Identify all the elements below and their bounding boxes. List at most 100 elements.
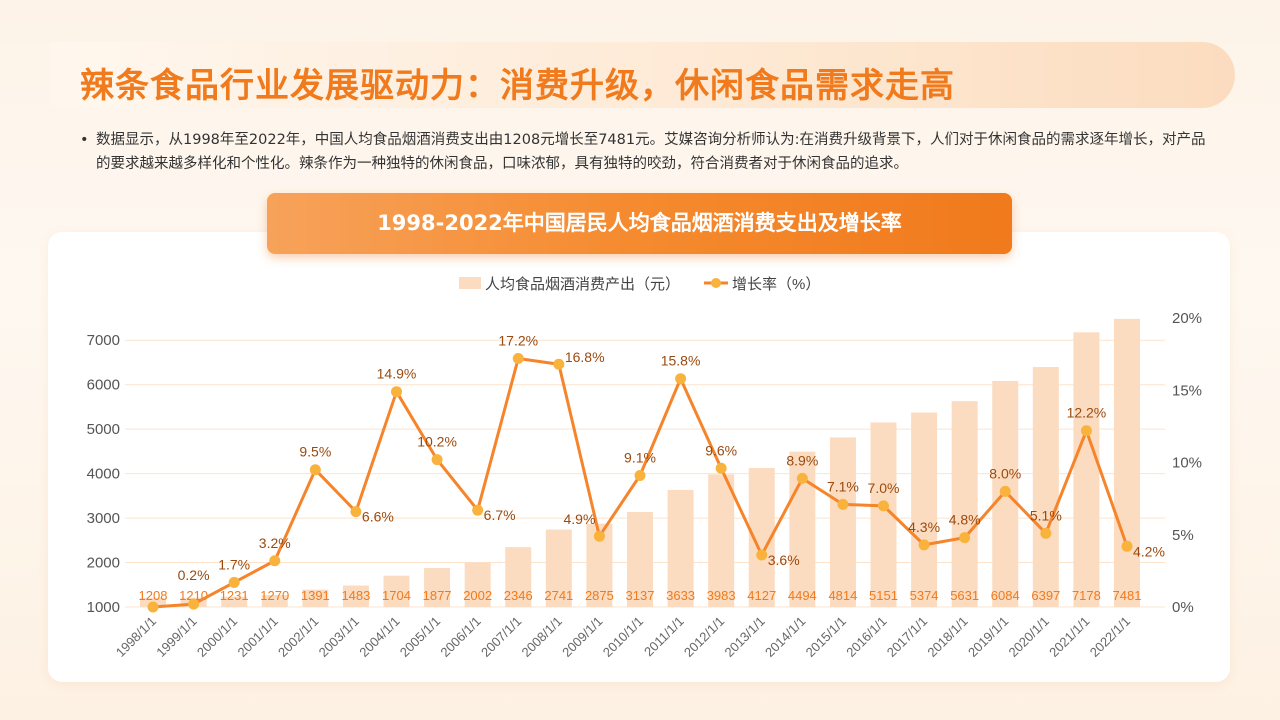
y-left-tick-label: 1000 xyxy=(87,599,120,616)
bar-value-label: 2741 xyxy=(544,588,573,603)
growth-marker xyxy=(147,601,159,613)
x-tick-label: 2010/1/1 xyxy=(600,614,646,660)
growth-marker xyxy=(309,464,321,476)
x-tick-label: 1999/1/1 xyxy=(153,614,199,660)
bar-value-label: 4494 xyxy=(788,588,817,603)
bar xyxy=(464,562,491,607)
bar xyxy=(1073,332,1100,607)
bar-value-label: 3983 xyxy=(707,588,736,603)
growth-marker xyxy=(796,472,808,484)
y-left-tick-label: 3000 xyxy=(87,510,120,527)
growth-marker xyxy=(878,500,889,512)
x-tick-label: 2017/1/1 xyxy=(884,614,930,660)
bar-value-label: 2875 xyxy=(585,588,614,603)
bar xyxy=(708,474,735,607)
bar-value-label: 4127 xyxy=(747,588,776,603)
x-tick-label: 2022/1/1 xyxy=(1087,614,1133,660)
growth-value-label: 6.7% xyxy=(484,507,516,523)
growth-marker xyxy=(837,498,849,510)
bar xyxy=(505,547,532,607)
x-tick-label: 2000/1/1 xyxy=(194,614,240,660)
growth-value-label: 17.2% xyxy=(498,332,538,348)
x-tick-label: 2003/1/1 xyxy=(316,614,362,660)
y-left-tick-label: 7000 xyxy=(87,332,120,349)
growth-value-label: 9.6% xyxy=(705,442,737,458)
growth-marker xyxy=(918,539,930,551)
growth-value-label: 7.0% xyxy=(868,480,900,496)
growth-marker xyxy=(1040,527,1052,539)
legend-line-label: 增长率（%） xyxy=(732,276,820,293)
y-left-tick-label: 4000 xyxy=(87,466,120,483)
bar xyxy=(1114,318,1140,607)
x-tick-label: 2008/1/1 xyxy=(519,614,565,660)
bar-value-label: 1704 xyxy=(382,588,411,603)
y-right-tick-label: 10% xyxy=(1172,455,1202,472)
bar-value-label: 6397 xyxy=(1031,588,1060,603)
bar-value-label: 1208 xyxy=(139,588,168,603)
y-left-tick-label: 2000 xyxy=(87,555,120,572)
legend-bar-swatch xyxy=(459,277,481,289)
bar-value-label: 7178 xyxy=(1072,588,1101,603)
growth-marker xyxy=(756,549,768,561)
bar-value-label: 1483 xyxy=(341,588,370,603)
growth-value-label: 6.6% xyxy=(362,509,394,525)
x-tick-label: 2018/1/1 xyxy=(924,614,970,660)
bar xyxy=(424,568,451,607)
growth-value-label: 3.6% xyxy=(768,552,800,568)
growth-value-label: 1.7% xyxy=(218,556,250,572)
bar-value-label: 3137 xyxy=(626,588,655,603)
bar-value-label: 1231 xyxy=(220,588,249,603)
bar-value-label: 6084 xyxy=(991,588,1020,603)
bar-value-label: 5374 xyxy=(910,588,939,603)
x-tick-label: 2007/1/1 xyxy=(478,614,524,660)
x-tick-label: 2009/1/1 xyxy=(559,614,605,660)
growth-value-label: 4.3% xyxy=(908,519,940,535)
growth-marker xyxy=(431,454,443,466)
chart-title: 1998-2022年中国居民人均食品烟酒消费支出及增长率 xyxy=(267,193,1012,254)
x-tick-label: 1998/1/1 xyxy=(113,614,159,660)
bar-value-label: 1877 xyxy=(423,588,452,603)
growth-marker xyxy=(1121,540,1133,552)
bar xyxy=(829,437,856,607)
growth-marker xyxy=(472,504,484,516)
growth-value-label: 8.9% xyxy=(786,452,818,468)
growth-value-label: 9.1% xyxy=(624,450,656,466)
legend-bar-label: 人均食品烟酒消费产出（元） xyxy=(485,276,680,293)
growth-marker xyxy=(1080,425,1092,437)
bar xyxy=(545,529,572,607)
bar-value-label: 3633 xyxy=(666,588,695,603)
bar-value-label: 5631 xyxy=(950,588,979,603)
x-tick-label: 2021/1/1 xyxy=(1046,614,1092,660)
y-right-tick-label: 20% xyxy=(1172,310,1202,327)
title-bar xyxy=(50,42,1235,108)
growth-value-label: 4.8% xyxy=(949,512,981,528)
growth-marker xyxy=(553,358,565,370)
bar-value-label: 7481 xyxy=(1113,588,1142,603)
x-tick-label: 2014/1/1 xyxy=(762,614,808,660)
x-tick-label: 2011/1/1 xyxy=(641,614,687,660)
bar-value-label: 5151 xyxy=(869,588,898,603)
y-right-tick-label: 15% xyxy=(1172,382,1202,399)
growth-value-label: 12.2% xyxy=(1067,405,1107,421)
bar xyxy=(221,596,248,607)
growth-marker xyxy=(228,576,240,588)
x-tick-label: 2012/1/1 xyxy=(681,614,727,660)
x-tick-label: 2001/1/1 xyxy=(234,614,280,660)
x-tick-label: 2019/1/1 xyxy=(965,614,1011,660)
growth-marker xyxy=(999,485,1011,497)
growth-marker xyxy=(959,532,971,544)
growth-marker xyxy=(715,462,727,474)
bar xyxy=(1032,367,1059,607)
growth-marker xyxy=(350,506,362,518)
growth-value-label: 4.9% xyxy=(563,511,595,527)
bar xyxy=(667,489,694,607)
x-tick-label: 2016/1/1 xyxy=(843,614,889,660)
growth-value-label: 0.2% xyxy=(178,567,210,583)
bar xyxy=(383,575,410,607)
x-tick-label: 2006/1/1 xyxy=(437,614,483,660)
x-tick-label: 2005/1/1 xyxy=(397,614,443,660)
bar-value-label: 1270 xyxy=(260,588,289,603)
x-tick-label: 2002/1/1 xyxy=(275,614,321,660)
x-tick-label: 2015/1/1 xyxy=(803,614,849,660)
bar xyxy=(627,511,653,607)
